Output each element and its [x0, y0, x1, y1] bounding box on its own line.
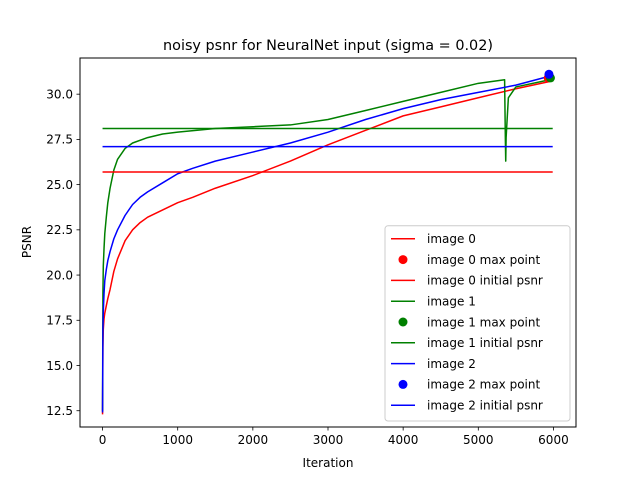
legend-entry-image-2-initial-psnr: image 2 initial psnr	[391, 399, 543, 413]
legend-label: image 1 max point	[427, 315, 540, 329]
legend: image 0 image 0 max point image 0 initial …	[384, 225, 571, 422]
plot-content	[101, 69, 555, 415]
x-tick-label: 3000	[313, 433, 344, 447]
legend-label: image 1 initial psnr	[427, 336, 543, 350]
legend-entry-image-2-max-point: image 2 max point	[398, 378, 540, 392]
x-tick-label: 5000	[463, 433, 494, 447]
y-tick-label: 30.0	[46, 87, 73, 101]
legend-box	[384, 225, 571, 422]
x-axis-label: Iteration	[303, 456, 354, 470]
x-tick-label: 6000	[538, 433, 569, 447]
legend-entry-image-0-max-point: image 0 max point	[398, 253, 540, 267]
legend-label: image 0 max point	[427, 253, 540, 267]
series-line-image-2	[101, 75, 550, 413]
x-tick-label: 4000	[388, 433, 419, 447]
y-tick-label: 22.5	[46, 223, 73, 237]
y-tick-label: 12.5	[46, 404, 73, 418]
legend-label: image 2 initial psnr	[427, 399, 543, 413]
legend-entry-image-1-max-point: image 1 max point	[398, 315, 540, 329]
y-axis: 12.5 15.0 17.5 20.0 22.5 25.0 27.5 30.0	[46, 87, 80, 418]
series-line-image-1	[101, 78, 550, 411]
legend-entry-image-1-initial-psnr: image 1 initial psnr	[391, 336, 543, 350]
legend-entry-image-1: image 1	[391, 295, 476, 309]
x-tick-label: 1000	[162, 433, 193, 447]
chart-title: noisy psnr for NeuralNet input (sigma = …	[163, 38, 493, 54]
legend-label: image 2	[427, 357, 476, 371]
y-axis-label: PSNR	[20, 226, 34, 258]
x-tick-label: 0	[99, 433, 107, 447]
x-tick-label: 2000	[238, 433, 269, 447]
series-line-image-0	[101, 80, 550, 415]
legend-marker	[398, 379, 408, 389]
legend-label: image 0	[427, 232, 476, 246]
y-tick-label: 25.0	[46, 178, 73, 192]
y-tick-label: 27.5	[46, 133, 73, 147]
x-axis: 0 1000 2000 3000 4000 5000 6000	[99, 427, 569, 447]
legend-label: image 1	[427, 295, 476, 309]
legend-marker	[398, 255, 408, 265]
series-point-image-2-max-point	[544, 69, 554, 79]
y-tick-label: 20.0	[46, 268, 73, 282]
y-tick-label: 17.5	[46, 314, 73, 328]
legend-entry-image-0: image 0	[391, 232, 476, 246]
legend-label: image 0 initial psnr	[427, 274, 543, 288]
legend-marker	[398, 317, 408, 327]
legend-entry-image-2: image 2	[391, 357, 476, 371]
y-tick-label: 15.0	[46, 359, 73, 373]
legend-label: image 2 max point	[427, 378, 540, 392]
legend-entry-image-0-initial-psnr: image 0 initial psnr	[391, 274, 543, 288]
